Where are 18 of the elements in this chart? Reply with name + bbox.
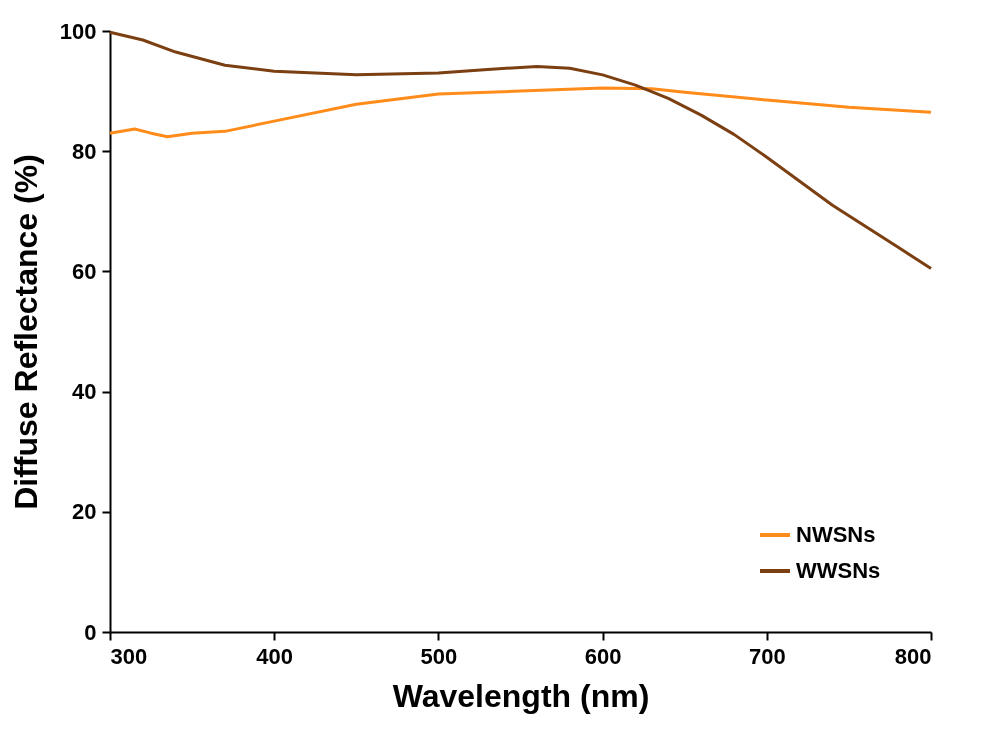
x-tick-label: 500: [420, 643, 458, 669]
y-tick-label: 0: [84, 619, 97, 645]
line-series: [108, 86, 933, 139]
y-tick-label: 20: [72, 499, 97, 525]
x-axis-title: Wavelength (nm): [392, 677, 650, 714]
y-tick-label: 80: [72, 138, 97, 164]
legend-label: WWSNs: [796, 558, 881, 583]
x-tick-label: 600: [584, 643, 622, 669]
x-tick-label: 300: [110, 643, 148, 669]
line-series: [108, 30, 933, 270]
y-axis-title: Diffuse Reflectance (%): [7, 154, 44, 510]
x-tick-label: 400: [256, 643, 294, 669]
x-tick-label: 800: [894, 643, 932, 669]
y-tick-label: 60: [72, 258, 97, 284]
y-tick-label: 100: [59, 18, 97, 44]
x-tick-label: 700: [748, 643, 786, 669]
legend-label: NWSNs: [796, 522, 876, 547]
y-tick-label: 40: [72, 379, 97, 405]
